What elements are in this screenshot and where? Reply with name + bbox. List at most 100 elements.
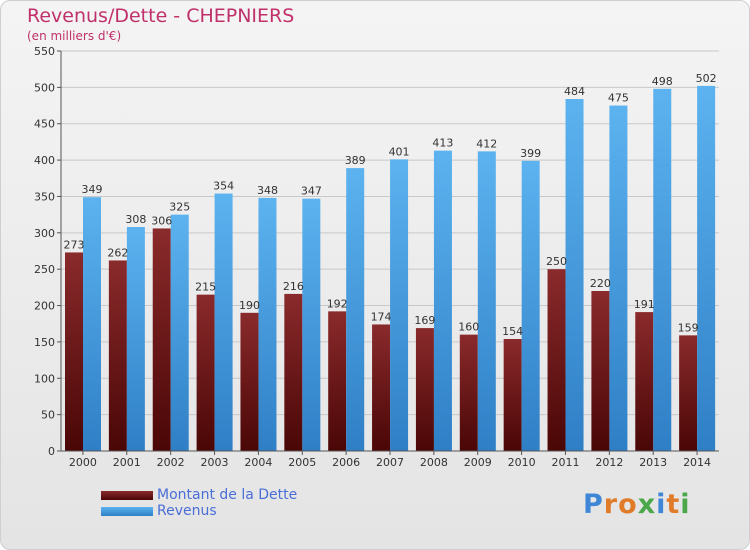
bar-revenus <box>477 151 496 451</box>
x-tick-label: 2014 <box>683 456 711 469</box>
chart-unit-label: (en milliers d'€) <box>27 29 122 43</box>
data-label-revenus: 308 <box>125 213 146 226</box>
y-tick-label: 200 <box>34 300 55 313</box>
data-label-debt: 154 <box>502 325 523 338</box>
data-label-revenus: 399 <box>520 147 541 160</box>
legend-swatch-revenus <box>101 507 153 516</box>
bar-debt <box>152 228 171 451</box>
bar-debt <box>459 334 478 451</box>
data-label-debt: 215 <box>195 281 216 294</box>
x-tick-label: 2002 <box>157 456 185 469</box>
y-tick-label: 0 <box>48 445 55 458</box>
bar-revenus <box>697 85 716 451</box>
bar-debt <box>635 312 654 451</box>
bar-debt <box>415 328 434 451</box>
data-label-debt: 216 <box>283 280 304 293</box>
bar-debt <box>372 324 391 451</box>
data-label-revenus: 484 <box>564 85 585 98</box>
legend-swatch-debt <box>101 491 153 500</box>
data-label-debt: 159 <box>678 321 699 334</box>
data-label-revenus: 412 <box>476 137 497 150</box>
data-label-revenus: 413 <box>432 137 453 150</box>
y-tick-label: 400 <box>34 154 55 167</box>
data-label-debt: 262 <box>107 246 128 259</box>
bar-debt <box>679 335 698 451</box>
bar-revenus <box>653 88 672 452</box>
data-label-debt: 174 <box>371 310 392 323</box>
data-label-revenus: 502 <box>696 72 717 85</box>
x-tick-label: 2000 <box>69 456 97 469</box>
x-tick-label: 2006 <box>332 456 360 469</box>
data-label-revenus: 389 <box>345 154 366 167</box>
data-label-revenus: 349 <box>82 183 103 196</box>
logo-letter: t <box>666 489 681 520</box>
x-tick-label: 2001 <box>113 456 141 469</box>
logo-letter: o <box>618 489 638 520</box>
data-label-revenus: 401 <box>389 145 410 158</box>
data-label-debt: 306 <box>151 214 172 227</box>
data-label-debt: 190 <box>239 299 260 312</box>
logo-letter: i <box>656 489 667 520</box>
y-tick-label: 350 <box>34 190 55 203</box>
x-tick-label: 2004 <box>244 456 272 469</box>
logo-letter: x <box>637 489 657 520</box>
bar-debt <box>547 269 566 451</box>
data-label-debt: 169 <box>414 314 435 327</box>
data-label-debt: 220 <box>590 277 611 290</box>
axes: 0 50 100 150 200 250 300 350 400 450 500 550 2000 200… <box>34 45 719 469</box>
data-label-debt: 191 <box>634 298 655 311</box>
bar-debt <box>196 294 215 451</box>
bar-debt <box>591 291 610 451</box>
legend-label-revenus: Revenus <box>157 503 217 519</box>
bars <box>65 85 716 452</box>
x-tick-label: 2011 <box>551 456 579 469</box>
x-tick-label: 2005 <box>288 456 316 469</box>
chart-title: Revenus/Dette - CHEPNIERS <box>27 5 295 27</box>
x-tick-label: 2009 <box>464 456 492 469</box>
bar-revenus <box>83 197 101 451</box>
y-tick-label: 150 <box>34 336 55 349</box>
bar-revenus <box>346 168 365 451</box>
logo-letter: i <box>680 489 691 520</box>
bar-revenus <box>302 198 321 451</box>
data-label-debt: 273 <box>64 238 85 251</box>
legend-label-debt: Montant de la Dette <box>157 487 298 503</box>
bar-revenus <box>390 159 409 451</box>
bar-revenus <box>433 150 452 452</box>
bar-revenus <box>521 160 540 451</box>
x-tick-label: 2007 <box>376 456 404 469</box>
bar-revenus <box>258 197 277 451</box>
bar-revenus <box>214 193 233 451</box>
x-tick-label: 2003 <box>201 456 229 469</box>
y-tick-label: 300 <box>34 227 55 240</box>
bar-debt <box>108 260 127 451</box>
bar-debt <box>503 339 522 451</box>
bar-revenus <box>565 99 584 451</box>
y-tick-label: 550 <box>34 45 55 58</box>
data-label-debt: 250 <box>546 255 567 268</box>
y-tick-label: 500 <box>34 81 55 94</box>
data-label-revenus: 498 <box>652 75 673 88</box>
data-label-revenus: 348 <box>257 184 278 197</box>
data-label-debt: 192 <box>327 297 348 310</box>
bar-debt <box>284 293 303 451</box>
bar-debt <box>328 311 347 451</box>
data-label-revenus: 347 <box>301 185 322 198</box>
x-tick-label: 2010 <box>508 456 536 469</box>
x-tick-label: 2013 <box>639 456 667 469</box>
logo-letter: r <box>603 489 619 520</box>
bar-revenus <box>126 227 145 451</box>
bar-debt <box>240 312 259 451</box>
bar-revenus <box>609 105 628 451</box>
bar-debt <box>65 252 83 451</box>
y-tick-label: 50 <box>41 409 55 422</box>
proxiti-logo: Proxiti <box>583 489 691 520</box>
data-label-revenus: 354 <box>213 180 234 193</box>
y-tick-label: 250 <box>34 263 55 276</box>
data-label-revenus: 325 <box>169 201 190 214</box>
data-label-revenus: 475 <box>608 92 629 105</box>
x-tick-label: 2012 <box>595 456 623 469</box>
